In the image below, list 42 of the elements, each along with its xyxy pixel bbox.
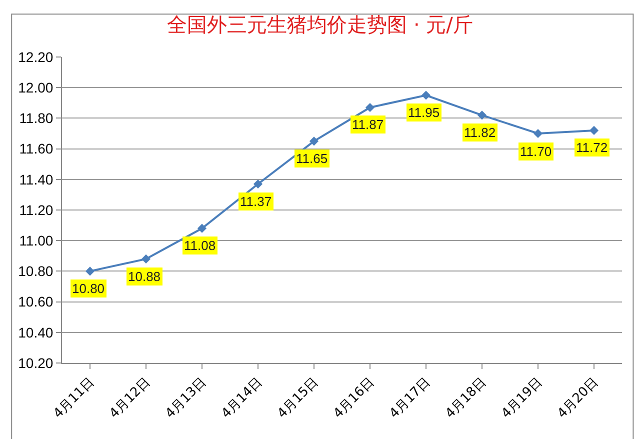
y-tick-label: 10.40 <box>18 324 54 340</box>
y-tick-label: 11.60 <box>19 140 54 157</box>
chart-title: 全国外三元生猪均价走势图 · 元/斤 <box>167 12 473 37</box>
point <box>309 136 319 146</box>
data-label: 11.08 <box>184 238 216 253</box>
point <box>477 110 487 120</box>
y-tick-label: 11.00 <box>19 232 54 248</box>
data-label: 11.87 <box>352 117 384 132</box>
x-tick-label: 4月15日 <box>274 374 322 422</box>
y-tick-label: 12.20 <box>18 48 54 65</box>
point <box>141 254 151 264</box>
x-tick-label: 4月18日 <box>442 374 490 422</box>
data-label: 11.82 <box>464 125 496 140</box>
y-tick-label: 10.60 <box>18 294 54 310</box>
x-tick-label: 4月13日 <box>162 374 210 422</box>
x-tick-label: 4月20日 <box>554 374 602 422</box>
point <box>589 126 599 135</box>
point <box>197 224 207 233</box>
y-tick-label: 12.00 <box>18 80 54 96</box>
x-tick-label: 4月17日 <box>386 374 434 422</box>
data-label: 11.72 <box>576 140 608 155</box>
point <box>253 179 263 189</box>
data-label: 11.70 <box>520 144 552 159</box>
point <box>85 266 95 276</box>
data-label: 10.80 <box>72 281 105 296</box>
data-label: 11.65 <box>296 151 328 166</box>
y-tick-label: 11.40 <box>19 171 54 188</box>
x-tick-label: 4月14日 <box>218 374 266 422</box>
point <box>365 102 375 112</box>
x-tick-label: 4月11日 <box>50 374 98 422</box>
data-label: 11.95 <box>408 105 440 120</box>
y-tick-label: 11.80 <box>19 110 54 126</box>
x-tick-label: 4月16日 <box>330 374 378 422</box>
x-tick-label: 4月12日 <box>106 374 154 422</box>
data-label: 10.88 <box>128 269 161 284</box>
y-tick-label: 10.20 <box>18 354 54 371</box>
y-tick-label: 11.20 <box>19 202 54 218</box>
x-tick-label: 4月19日 <box>498 374 546 422</box>
y-tick-label: 10.80 <box>18 263 54 280</box>
point <box>533 128 543 138</box>
point <box>421 90 431 100</box>
data-label: 11.37 <box>240 194 272 209</box>
